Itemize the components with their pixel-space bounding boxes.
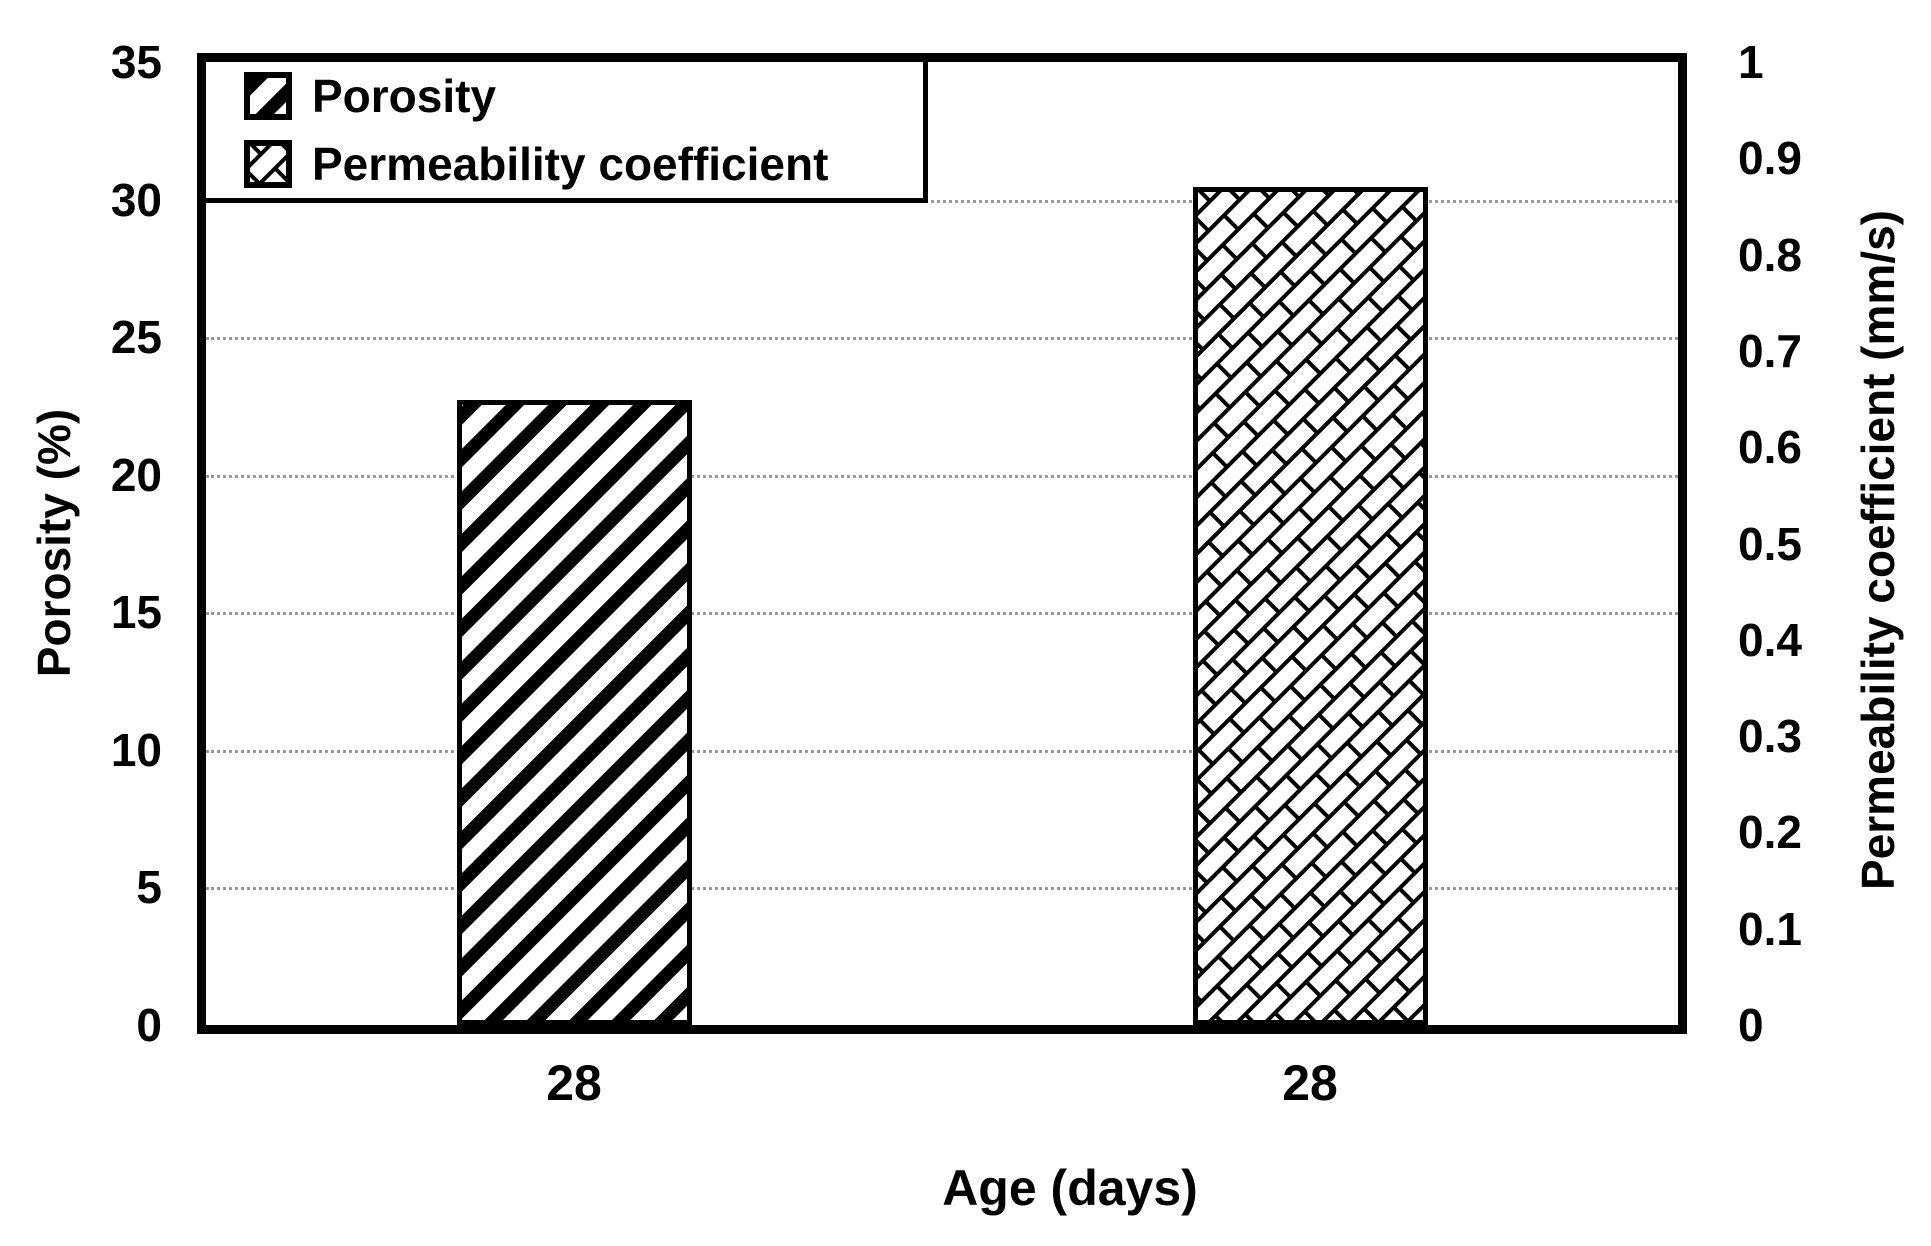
left-axis-tick-label: 35 (110, 36, 162, 88)
gridline (206, 475, 1678, 478)
legend-label: Permeability coefficient (312, 138, 829, 190)
right-axis-tick-label: 0.8 (1738, 229, 1802, 281)
gridline (206, 200, 1678, 203)
x-axis-title: Age (days) (942, 1160, 1198, 1216)
legend-item: Permeability coefficient (244, 136, 923, 192)
gridline (206, 612, 1678, 615)
right-axis-tick-label: 0 (1738, 999, 1764, 1051)
right-axis-tick-label: 0.2 (1738, 806, 1802, 858)
left-axis-tick-label: 0 (136, 999, 162, 1051)
diagonal-stripe-swatch-icon (244, 72, 292, 120)
legend-item: Porosity (244, 68, 923, 124)
left-axis-tick-label: 25 (110, 311, 162, 363)
right-axis-tick-label: 0.5 (1738, 518, 1802, 570)
x-axis-category-label: 28 (1282, 1055, 1338, 1111)
right-axis-tick-label: 0.9 (1738, 132, 1802, 184)
left-axis-tick-label: 15 (110, 586, 162, 638)
right-axis-tick-label: 0.4 (1738, 614, 1802, 666)
permeability-bar (1193, 187, 1428, 1025)
left-axis-tick-label: 10 (110, 724, 162, 776)
legend: Porosity Permeability coefficient (206, 62, 928, 203)
diagonal-brick-swatch-icon (244, 140, 292, 188)
left-axis-tick-label: 20 (110, 449, 162, 501)
gridline (206, 337, 1678, 340)
x-axis-category-label: 28 (546, 1055, 602, 1111)
left-axis-tick-label: 5 (136, 861, 162, 913)
right-axis-tick-label: 0.7 (1738, 325, 1802, 377)
left-axis-title: Porosity (%) (28, 408, 80, 678)
right-axis-tick-label: 1 (1738, 36, 1764, 88)
right-axis-title: Permeability coefficient (mm/s) (1852, 210, 1904, 890)
porosity-bar (457, 400, 692, 1025)
right-axis-tick-label: 0.6 (1738, 421, 1802, 473)
legend-label: Porosity (312, 70, 497, 122)
right-axis-tick-label: 0.3 (1738, 710, 1802, 762)
gridline (206, 887, 1678, 890)
right-axis-tick-label: 0.1 (1738, 903, 1802, 955)
gridline (206, 750, 1678, 753)
plot-area: Porosity Permeability coefficient (197, 53, 1687, 1034)
left-axis-tick-label: 30 (110, 174, 162, 226)
